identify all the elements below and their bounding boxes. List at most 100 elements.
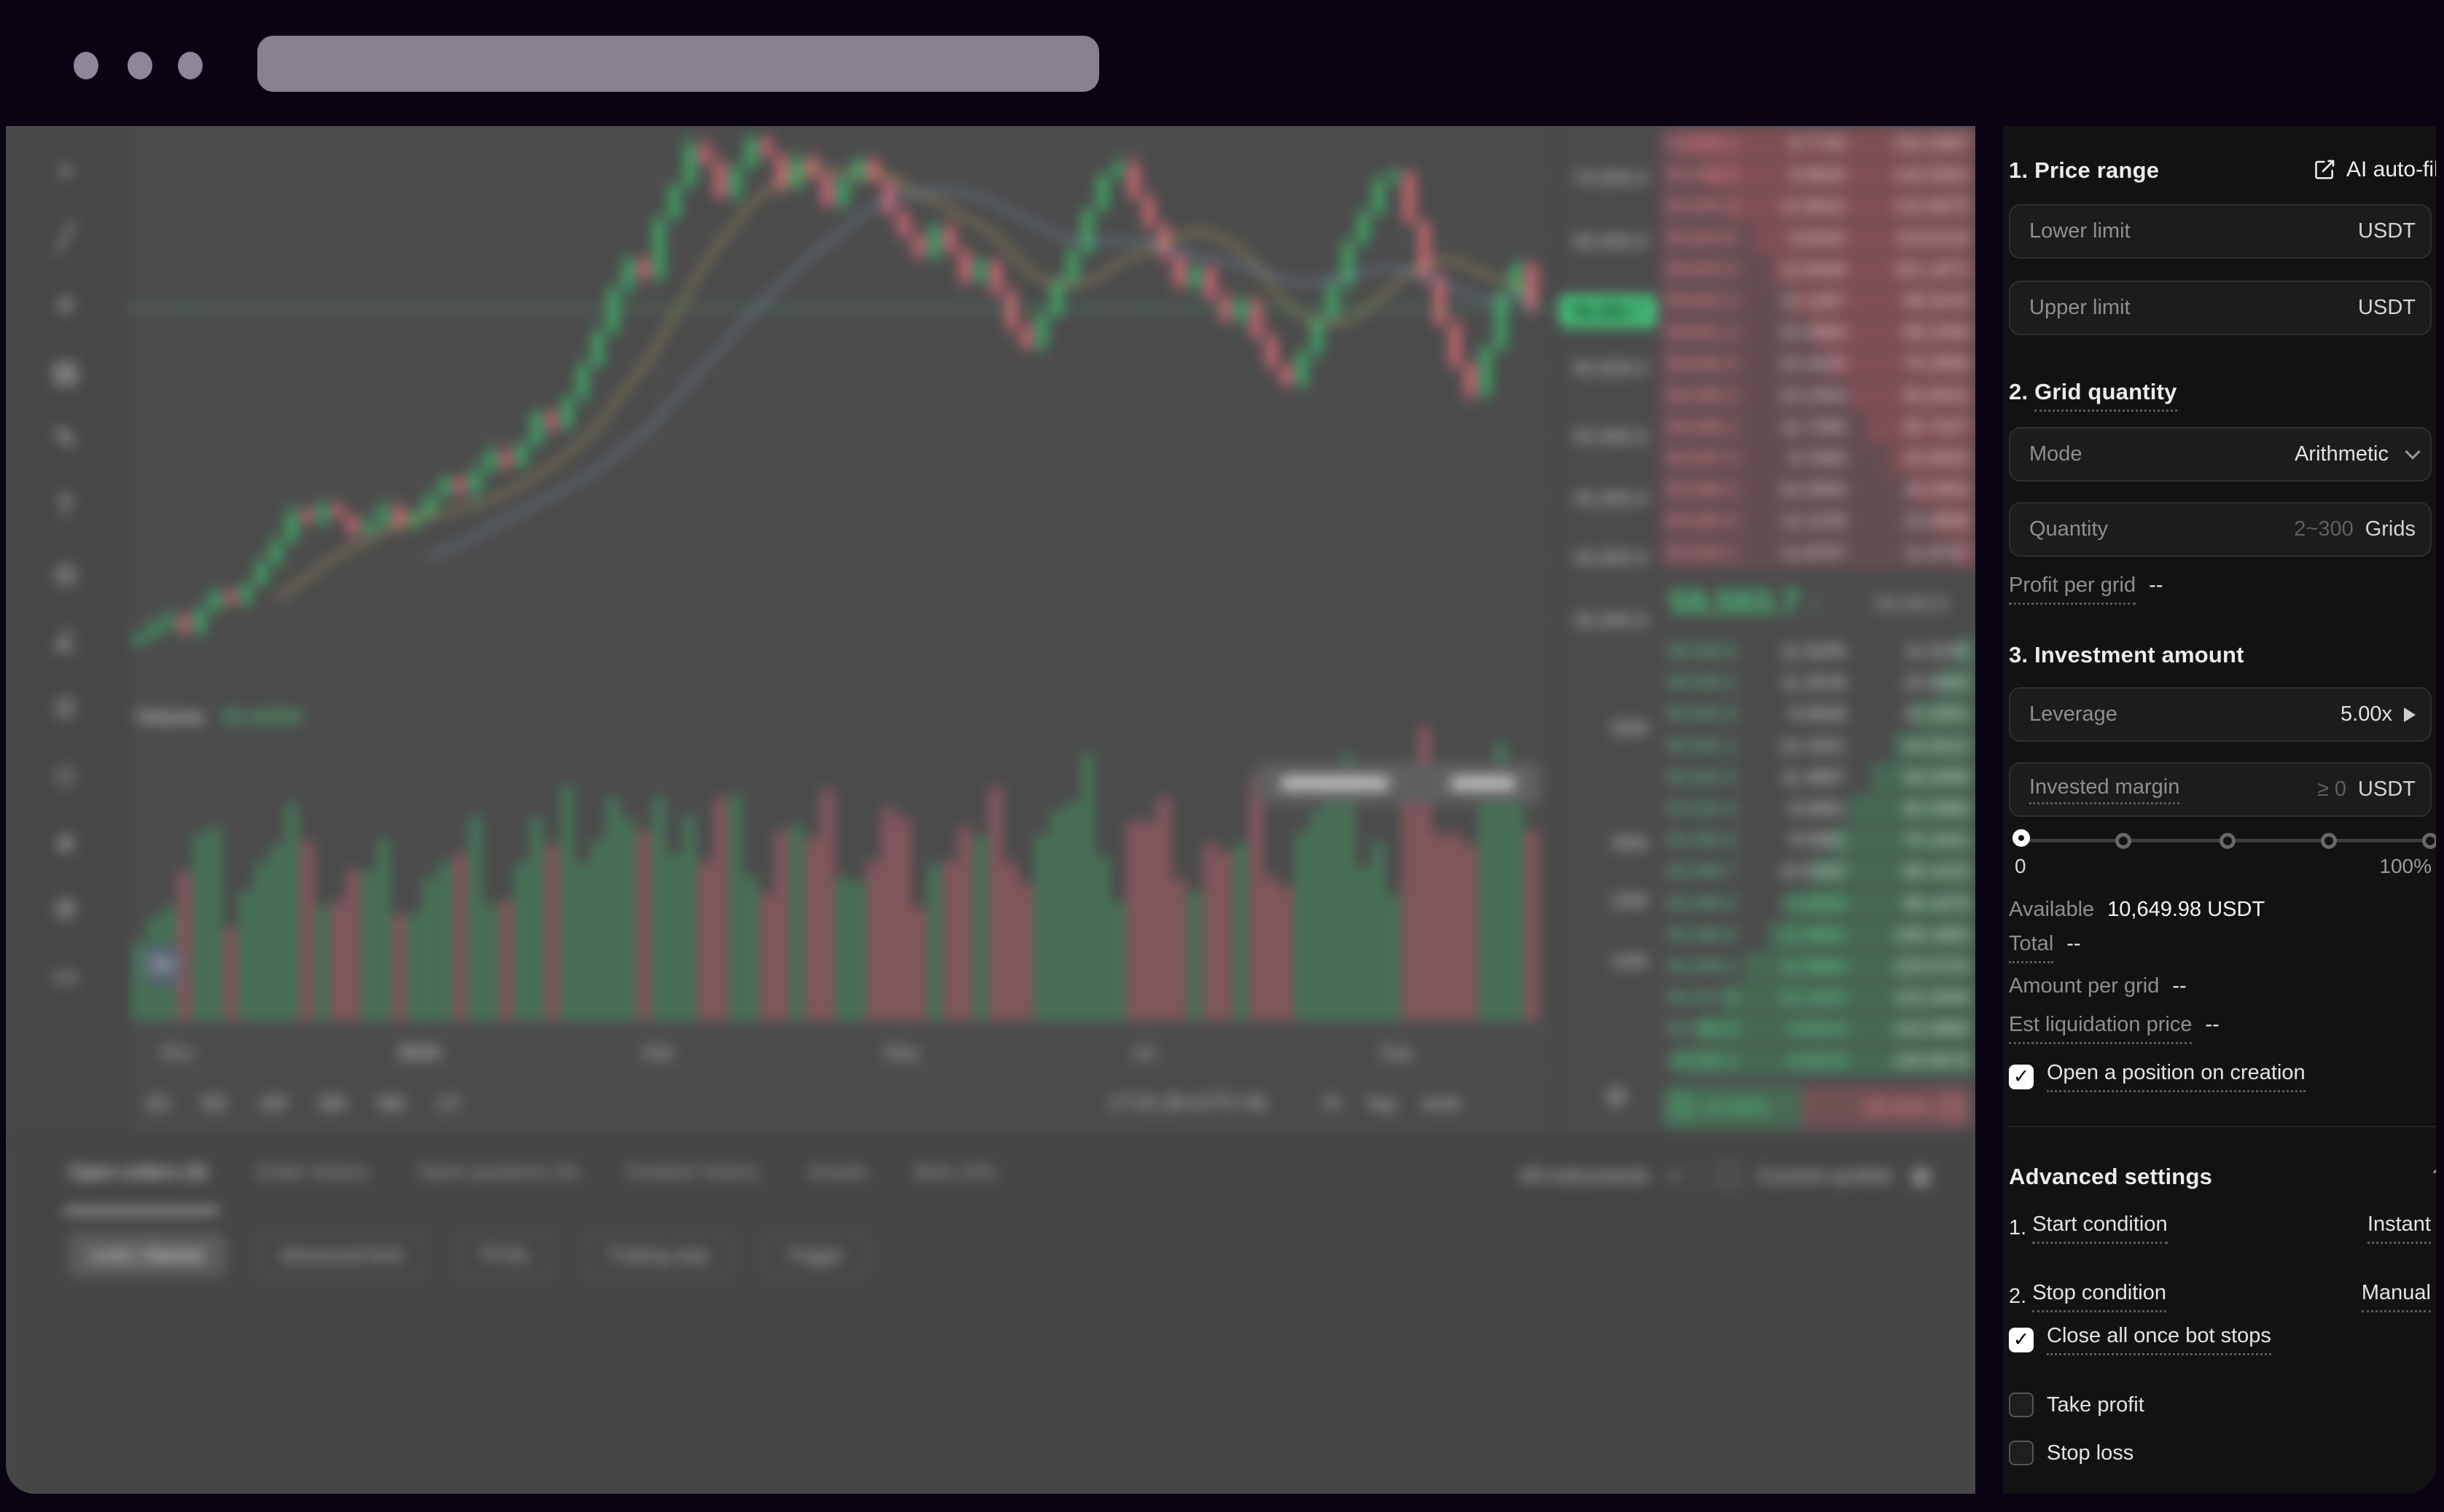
orders-tab[interactable]: Assets (808, 1161, 867, 1183)
slider-step-dot[interactable] (2115, 833, 2131, 849)
orderbook-row[interactable]: 59,589.7 10.9182 86.1023 (1659, 856, 1975, 888)
order-type-button[interactable]: Limit | Market (69, 1232, 226, 1277)
quantity-input[interactable]: Quantity 2~300 Grids (2009, 502, 2432, 557)
start-condition-row[interactable]: 1. Start condition Instant (2009, 1213, 2436, 1244)
lower-limit-input[interactable]: Lower limit USDT (2009, 204, 2432, 259)
measure-icon[interactable]: ∠ (52, 625, 79, 656)
price-axis[interactable]: 59,593.7 ⚙ 70,000.0 65,000.0 55,000.0 50,00… (1555, 126, 1658, 1137)
orderbook-row[interactable]: 59,592.8 9.4628 32.3091 (1659, 699, 1975, 730)
window-control-dot[interactable] (128, 52, 152, 79)
orderbook-row[interactable]: 59,591.0 9.5881 65.5980 (1659, 794, 1975, 825)
orderbook-row[interactable]: 59,599.3 10.2304 65.9531 (1659, 380, 1975, 412)
scale-button[interactable]: auto (1422, 1091, 1461, 1113)
timeframe-button[interactable]: 5D (201, 1092, 227, 1114)
invested-margin-input[interactable]: Invested margin ≥ 0 USDT (2009, 762, 2432, 817)
orderbook-row[interactable]: 59,605.8 12.8542 132.8675 (1659, 191, 1975, 222)
stop-condition-row[interactable]: 2. Stop condition Manual (2009, 1281, 2436, 1312)
gear-icon[interactable]: ⚙ (1604, 1082, 1628, 1112)
orderbook-row[interactable]: 59,608.1 9.7745 152.2897 (1659, 128, 1975, 160)
orderbook-row[interactable]: 59,597.0 9.7669 43.9922 (1659, 443, 1975, 474)
window-control-dot[interactable] (178, 52, 203, 79)
orderbook-row[interactable]: 59,588.0 11.8864 120.0724 (1659, 951, 1975, 982)
emoji-icon[interactable]: ◎ (53, 558, 78, 589)
timeframe-button[interactable]: 1D (144, 1092, 170, 1114)
orderbook-row[interactable]: 59,593.6 11.5245 11.5245 (1659, 636, 1975, 667)
checkbox-checked-icon[interactable]: ✓ (2009, 1064, 2034, 1089)
zoom-icon[interactable]: ⊙ (54, 692, 77, 723)
orderbook-row[interactable]: 59,602.3 12.1287 98.5243 (1659, 286, 1975, 317)
current-symbol-checkbox[interactable] (1717, 1164, 1740, 1186)
orders-tab[interactable]: Open positions (0) (417, 1161, 579, 1183)
orderbook-row[interactable]: 59,604.6 8.8342 119.0132 (1659, 223, 1975, 254)
close-all-checkbox-row[interactable]: ✓ Close all once bot stops (2009, 1324, 2271, 1355)
orderbook-row[interactable]: 59,587.4 12.1922 132.2646 (1659, 982, 1975, 1014)
slider-handle[interactable] (2012, 829, 2030, 847)
list-settings-icon[interactable]: ▦ (1910, 1163, 1932, 1188)
upper-limit-input[interactable]: Upper limit USDT (2009, 281, 2432, 335)
orderbook-last-price[interactable]: 59,593.7 ↑ (1669, 583, 1822, 621)
brush-icon[interactable]: ✎ (54, 424, 77, 455)
order-type-button[interactable]: Advanced limit (257, 1232, 425, 1277)
orderbook-row[interactable]: 59,586.8 9.8214 142.0860 (1659, 1014, 1975, 1045)
orderbook-row[interactable]: 59,598.1 11.7306 55.7027 (1659, 412, 1975, 443)
stop-loss-checkbox-row[interactable]: Stop loss (2009, 1441, 2133, 1465)
order-type-button[interactable]: Trigger (763, 1232, 867, 1277)
slider-step-dot[interactable] (2219, 833, 2236, 849)
orderbook-row[interactable]: 59,606.9 9.9626 142.8301 (1659, 160, 1975, 191)
orders-tab[interactable]: Bots (25) (915, 1161, 995, 1183)
scale-button[interactable]: % (1323, 1091, 1341, 1113)
orderbook-row[interactable]: 59,588.6 11.9981 108.1860 (1659, 920, 1975, 951)
url-bar[interactable] (257, 36, 1099, 92)
pattern-icon[interactable]: ▤ (52, 357, 79, 388)
leverage-select[interactable]: Leverage 5.00x (2009, 687, 2432, 742)
scale-button[interactable]: log (1368, 1091, 1395, 1113)
orderbook-row[interactable]: 59,595.4 12.1159 23.9958 (1659, 506, 1975, 537)
orderbook-row[interactable]: 59,592.1 12.1921 44.5012 (1659, 731, 1975, 762)
order-type-button[interactable]: TP/SL (456, 1232, 553, 1277)
orderbook-row[interactable]: 59,594.1 11.8767 11.8767 (1659, 538, 1975, 569)
checkbox-unchecked-icon[interactable] (2009, 1392, 2034, 1417)
orderbook-row[interactable]: 59,600.4 10.4425 76.3956 (1659, 348, 1975, 380)
slider-step-dot[interactable] (2321, 833, 2337, 849)
price-chart[interactable]: Volume 50.845M TV Nov 2024 Mar May Jul Sep 1D 5… (127, 126, 1555, 1137)
orderbook-row[interactable]: 59,591.5 11.4887 56.0099 (1659, 762, 1975, 794)
clock[interactable]: 17:01:28 (UTC+8) (1108, 1091, 1267, 1113)
fib-icon[interactable]: ≡ (57, 290, 74, 321)
orders-tab[interactable]: Open orders (0) (69, 1161, 208, 1183)
checkbox-checked-icon[interactable]: ✓ (2009, 1327, 2034, 1352)
crosshair-icon[interactable]: + (57, 156, 74, 187)
orderbook-row[interactable]: 59,589.2 10.0856 96.1879 (1659, 888, 1975, 920)
window-control-dot[interactable] (74, 52, 98, 79)
take-profit-checkbox-row[interactable]: Take profit (2009, 1392, 2144, 1417)
timeframe-button[interactable]: 1Y (437, 1092, 461, 1114)
orders-tab[interactable]: Order history (255, 1161, 370, 1183)
hide-icon[interactable]: ⊘ (54, 893, 77, 924)
timeframe-button[interactable]: 6M (378, 1092, 405, 1114)
orderbook-row[interactable]: 59,596.2 10.2894 34.2854 (1659, 474, 1975, 506)
orders-tab[interactable]: Position history (626, 1161, 760, 1183)
mode-select[interactable]: Mode Arithmetic (2009, 427, 2432, 482)
open-position-checkbox-row[interactable]: ✓ Open a position on creation (2009, 1061, 2306, 1092)
tradingview-logo[interactable]: TV (140, 944, 184, 987)
time-axis[interactable]: Nov 2024 Mar May Jul Sep (127, 1031, 1555, 1066)
order-type-button[interactable]: Trailing stop (585, 1232, 732, 1277)
timeframe-button[interactable]: 3M (318, 1092, 346, 1114)
orderbook-row[interactable]: 59,590.3 9.5861 75.1841 (1659, 825, 1975, 856)
orderbook-row[interactable]: 59,593.2 11.3218 22.8463 (1659, 667, 1975, 699)
margin-percent-slider[interactable] (2003, 820, 2436, 861)
ai-autofill-button[interactable]: AI auto-fill (2313, 157, 2436, 182)
checkbox-unchecked-icon[interactable] (2009, 1441, 2034, 1465)
chevron-up-icon[interactable] (2432, 1164, 2436, 1180)
delete-icon[interactable]: ▭ (52, 960, 79, 991)
text-icon[interactable]: T (57, 491, 74, 522)
orderbook-row[interactable]: 59,586.1 8.8216 150.9076 (1659, 1046, 1975, 1077)
magnet-icon[interactable]: ◇ (55, 759, 77, 790)
timeframe-button[interactable]: 1M (259, 1092, 286, 1114)
orderbook-row[interactable]: 59,601.2 10.2884 88.2358 (1659, 317, 1975, 348)
all-instruments-dropdown[interactable]: All instruments (1520, 1164, 1649, 1186)
orderbook-row[interactable]: 59,603.5 12.6428 101.1871 (1659, 254, 1975, 286)
slider-step-dot[interactable] (2422, 833, 2436, 849)
trend-line-icon[interactable]: ╱ (57, 223, 74, 254)
lock-icon[interactable]: ⌀ (57, 826, 74, 857)
advanced-settings-title[interactable]: Advanced settings (2009, 1164, 2213, 1189)
